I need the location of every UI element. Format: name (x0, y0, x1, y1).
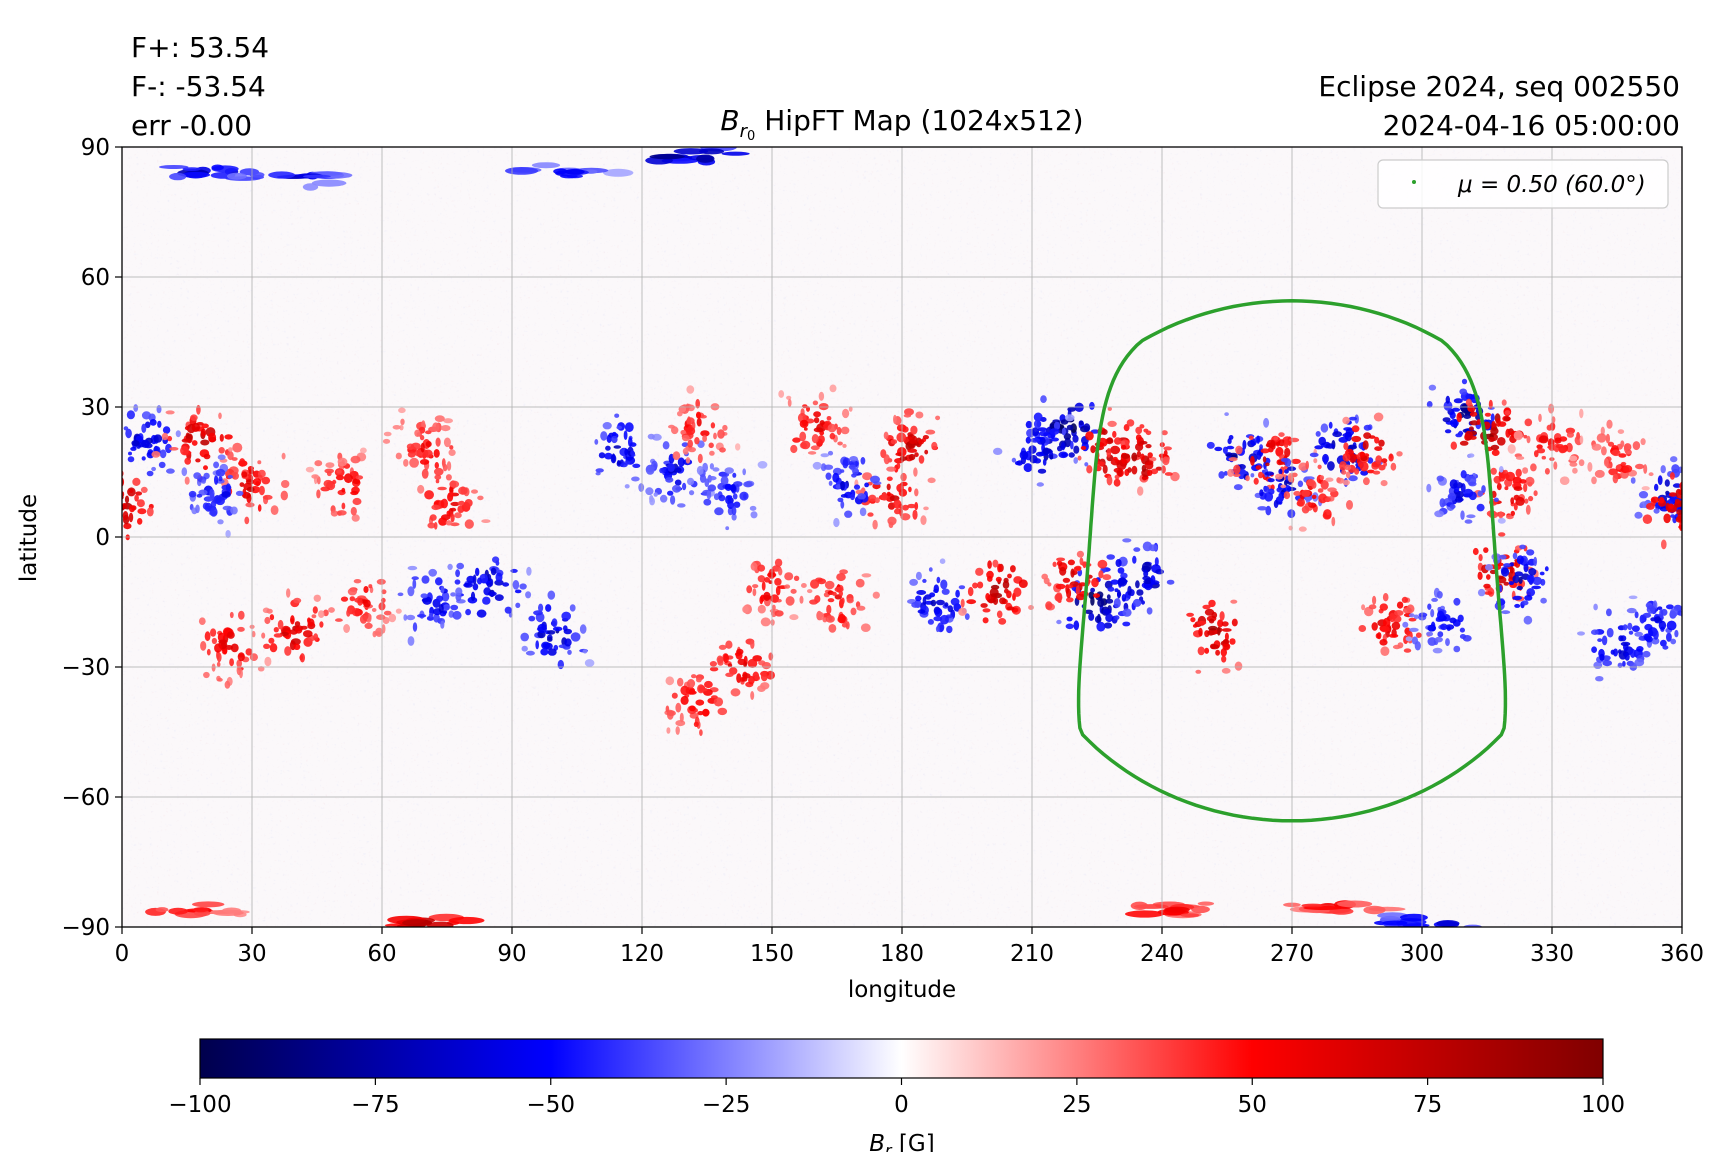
x-axis-label: longitude (848, 977, 956, 1003)
flux-region (198, 610, 272, 689)
flux-region (664, 674, 728, 736)
colorbar-label: Br [G] (869, 1131, 934, 1152)
header-sequence: Eclipse 2024, seq 002550 (1318, 70, 1680, 103)
chart-title: Br0 HipFT Map (1024x512) (720, 104, 1083, 144)
flux-region (145, 901, 250, 919)
y-tick-label: −60 (61, 785, 110, 811)
flux-region (1358, 593, 1431, 656)
flux-region (1325, 412, 1403, 487)
colorbar-tick-label: 75 (1413, 1092, 1442, 1118)
y-tick-label: 60 (81, 265, 110, 291)
flux-region (382, 407, 456, 479)
flux-region (151, 404, 243, 485)
flux-region (1106, 538, 1175, 617)
legend: μ = 0.50 (60.0°) (1377, 159, 1669, 209)
colorbar-tick-label: 100 (1581, 1092, 1625, 1118)
colorbar-tick-label: 50 (1238, 1092, 1267, 1118)
y-axis-label: latitude (16, 494, 42, 582)
flux-region (1626, 595, 1682, 650)
legend-box (1377, 159, 1669, 209)
x-tick-label: 120 (620, 941, 664, 967)
x-tick-label: 30 (237, 941, 266, 967)
y-tick-label: −30 (61, 655, 110, 681)
flux-region (397, 563, 466, 646)
flux-region (1275, 458, 1353, 532)
flux-region (958, 559, 1034, 625)
stat-err: err -0.00 (131, 109, 252, 142)
x-tick-label: 330 (1530, 941, 1574, 967)
flux-region (384, 913, 485, 927)
flux-region (1569, 419, 1654, 491)
flux-region (227, 171, 353, 191)
x-tick-label: 60 (367, 941, 396, 967)
flux-region (1642, 472, 1682, 550)
flux-region (261, 588, 329, 663)
y-tick-label: −90 (61, 915, 110, 941)
flux-region (122, 470, 154, 541)
flux-region (1283, 900, 1406, 915)
x-tick-label: 150 (750, 941, 794, 967)
legend-marker (1412, 180, 1416, 184)
y-tick-label: 30 (81, 395, 110, 421)
x-tick-label: 90 (497, 941, 526, 967)
colorbar-tick-label: −75 (351, 1092, 400, 1118)
flux-region (1402, 587, 1472, 654)
flux-region (181, 454, 244, 538)
x-tick-label: 270 (1270, 941, 1314, 967)
flux-region (1477, 544, 1549, 625)
flux-region (1507, 403, 1585, 486)
flux-region (742, 558, 813, 627)
flux-region (1186, 599, 1243, 674)
flux-region (594, 413, 662, 489)
flux-region (668, 385, 741, 464)
flux-region (520, 590, 595, 670)
flux-region (799, 569, 880, 633)
flux-region (504, 162, 634, 179)
axis-ticks: 0 30 60 90 120 150 180 210 240 270 300 330 360906030… (61, 135, 1704, 967)
flux-region (1473, 453, 1538, 531)
flux-region (907, 558, 970, 634)
x-tick-label: 300 (1400, 941, 1444, 967)
flux-region (1426, 453, 1506, 524)
colorbar-ticks: −100 −75 −50 −25 0 25 50 75 100 (168, 1078, 1625, 1118)
colorbar-tick-label: 0 (894, 1092, 909, 1118)
y-tick-label: 90 (81, 135, 110, 161)
x-tick-label: 180 (880, 941, 924, 967)
header-datetime: 2024-04-16 05:00:00 (1383, 109, 1680, 142)
colorbar-tick-label: −25 (702, 1092, 751, 1118)
flux-region (880, 408, 941, 473)
x-tick-label: 360 (1660, 941, 1704, 967)
colorbar-tick-label: −100 (168, 1092, 231, 1118)
colorbar (199, 1038, 1604, 1079)
colorbar-tick-label: −50 (526, 1092, 575, 1118)
map-plot-area: 0 30 60 90 120 150 180 210 240 270 300 330 360906030… (61, 135, 1704, 967)
mu-contour (1076, 299, 1508, 823)
x-tick-label: 240 (1140, 941, 1184, 967)
stat-fminus: F-: -53.54 (131, 70, 266, 103)
flux-region (1125, 901, 1215, 919)
flux-region (417, 463, 491, 530)
flux-region (709, 638, 775, 700)
flux-region (1041, 550, 1112, 611)
flux-region (687, 461, 768, 531)
flux-region (812, 450, 882, 528)
y-tick-label: 0 (95, 525, 110, 551)
flux-region (645, 147, 750, 166)
flux-region (318, 578, 402, 638)
colorbar-tick-label: 25 (1062, 1092, 1091, 1118)
x-tick-label: 0 (115, 941, 130, 967)
x-tick-label: 210 (1010, 941, 1054, 967)
flux-region (454, 556, 532, 618)
flux-region (305, 447, 367, 522)
stat-fplus: F+: 53.54 (131, 31, 269, 64)
flux-region (1374, 912, 1482, 927)
legend-label: μ = 0.50 (60.0°) (1457, 172, 1646, 198)
